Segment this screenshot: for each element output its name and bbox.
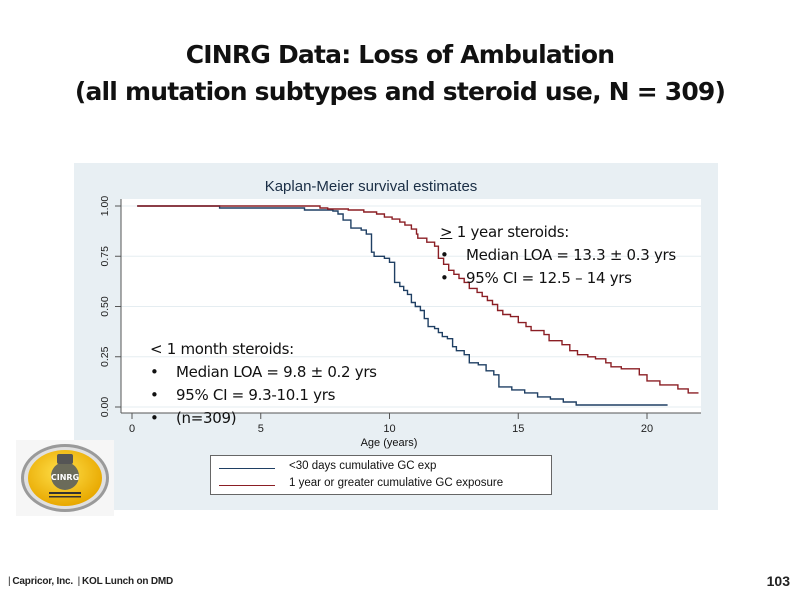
y-tick-label: 0.25 — [99, 346, 111, 367]
annotation-bullet: • 95% CI = 12.5 – 14 yrs — [440, 267, 676, 290]
annotation-short-steroids: < 1 month steroids: • Median LOA = 9.8 ± … — [150, 338, 377, 430]
logo-text: CINRG — [51, 473, 79, 482]
legend-line-swatch — [219, 468, 275, 469]
divider: | — [8, 576, 11, 587]
bullet-icon: • — [440, 246, 449, 264]
bullet-icon: • — [150, 386, 159, 404]
x-axis-label: Age (years) — [361, 437, 418, 449]
footer: | Capricor, Inc. | KOL Lunch on DMD — [6, 576, 173, 587]
chart-legend: <30 days cumulative GC exp 1 year or gre… — [210, 455, 552, 495]
km-curve-series-0 — [137, 205, 668, 406]
median-loa-text: Median LOA = 9.8 ± 0.2 yrs — [176, 363, 377, 381]
bullet-icon: • — [150, 409, 159, 427]
bullet-icon: • — [440, 269, 449, 287]
median-loa-text: Median LOA = 13.3 ± 0.3 yrs — [466, 246, 676, 264]
ge-symbol: > — [440, 223, 453, 241]
y-tick-label: 1.00 — [99, 196, 111, 217]
annotation-bullet: • Median LOA = 13.3 ± 0.3 yrs — [440, 244, 676, 267]
km-curve-series-1 — [137, 205, 699, 394]
ci-text: 95% CI = 12.5 – 14 yrs — [466, 269, 632, 287]
x-tick-label: 20 — [641, 423, 653, 435]
annotation-bullet: • (n=309) — [150, 407, 377, 430]
series-lines — [137, 205, 699, 406]
y-axis-ticks: 0.00 0.25 0.50 0.75 1.00 — [99, 196, 121, 418]
footer-company: Capricor, Inc. — [12, 576, 73, 587]
n-text: (n=309) — [176, 409, 237, 427]
slide-title-line2: (all mutation subtypes and steroid use, … — [74, 77, 726, 106]
annotation-long-steroids: > 1 year steroids: • Median LOA = 13.3 ± … — [440, 221, 676, 290]
cinrg-logo-icon: CINRG — [21, 444, 109, 512]
footer-event: KOL Lunch on DMD — [81, 576, 174, 587]
x-tick-label: 15 — [512, 423, 524, 435]
bullet-icon: • — [150, 363, 159, 381]
ci-text: 95% CI = 9.3-10.1 yrs — [176, 386, 336, 404]
annotation-bullet: • Median LOA = 9.8 ± 0.2 yrs — [150, 361, 377, 384]
heading-text: 1 year steroids: — [452, 223, 570, 241]
y-tick-label: 0.50 — [99, 296, 111, 317]
chart-title: Kaplan-Meier survival estimates — [265, 178, 478, 195]
legend-label: 1 year or greater cumulative GC exposure — [289, 477, 504, 489]
legend-line-swatch — [219, 485, 275, 486]
x-tick-label: 10 — [383, 423, 395, 435]
annotation-bullet: • 95% CI = 9.3-10.1 yrs — [150, 384, 377, 407]
annotation-heading: > 1 year steroids: — [440, 221, 676, 244]
slide-title-line1: CINRG Data: Loss of Ambulation — [185, 40, 615, 69]
divider: | — [77, 576, 81, 587]
x-tick-label: 0 — [129, 423, 135, 435]
y-tick-label: 0.75 — [99, 246, 111, 267]
x-tick-label: 5 — [258, 423, 264, 435]
y-tick-label: 0.00 — [99, 397, 111, 418]
cinrg-logo: CINRG — [16, 440, 114, 516]
x-axis-ticks: 0 5 10 15 20 — [129, 413, 653, 435]
page-number: 103 — [766, 573, 790, 589]
annotation-heading: < 1 month steroids: — [150, 340, 294, 358]
legend-label: <30 days cumulative GC exp — [289, 460, 437, 472]
